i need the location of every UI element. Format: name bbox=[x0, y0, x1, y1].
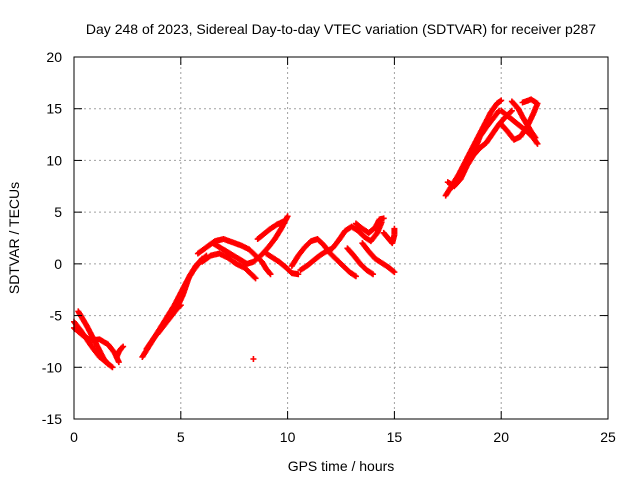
y-tick-label: 5 bbox=[54, 204, 62, 220]
series-middle-c bbox=[344, 245, 377, 278]
series-early-tail bbox=[113, 343, 127, 360]
y-tick-label: -15 bbox=[42, 411, 62, 427]
data-point bbox=[519, 99, 526, 106]
data-point bbox=[284, 213, 291, 220]
data-point bbox=[391, 269, 398, 276]
series-rise-c bbox=[154, 302, 184, 338]
y-tick-label: -5 bbox=[50, 308, 63, 324]
data-point bbox=[267, 271, 274, 278]
data-point bbox=[380, 215, 387, 222]
chart-title: Day 248 of 2023, Sidereal Day-to-day VTE… bbox=[86, 21, 596, 37]
series-middle-d bbox=[359, 240, 398, 276]
ticks-layer: 0 5 10 15 20 25 -15 -10 -5 0 5 10 15 20 bbox=[42, 49, 616, 445]
data-point bbox=[104, 360, 111, 367]
y-tick-label: 10 bbox=[46, 152, 62, 168]
data-point bbox=[266, 270, 273, 277]
data-point bbox=[115, 359, 122, 366]
data-point bbox=[534, 140, 541, 147]
data-point bbox=[498, 97, 505, 104]
data-point bbox=[250, 356, 257, 363]
x-tick-label: 20 bbox=[493, 429, 509, 445]
series-plateau-b bbox=[199, 250, 259, 282]
data-point bbox=[532, 134, 539, 141]
series-plateau-c bbox=[209, 213, 291, 267]
data-point bbox=[177, 302, 184, 309]
data-point bbox=[390, 268, 397, 275]
data-point bbox=[391, 225, 398, 232]
data-point bbox=[252, 275, 259, 282]
data-point bbox=[108, 363, 115, 370]
data-points-layer bbox=[71, 96, 541, 371]
x-tick-label: 10 bbox=[280, 429, 296, 445]
x-tick-label: 0 bbox=[70, 429, 78, 445]
y-tick-label: 0 bbox=[54, 256, 62, 272]
y-axis-label: SDTVAR / TECUs bbox=[6, 182, 22, 294]
data-point bbox=[119, 344, 126, 351]
y-tick-label: -10 bbox=[42, 359, 62, 375]
data-point bbox=[280, 218, 287, 225]
data-point bbox=[251, 274, 258, 281]
data-point bbox=[507, 108, 514, 115]
data-point bbox=[109, 364, 116, 371]
x-axis-label: GPS time / hours bbox=[288, 458, 395, 474]
data-point bbox=[120, 343, 127, 350]
series-early-descent-c bbox=[71, 324, 122, 366]
series-middle-b bbox=[297, 219, 385, 274]
data-point bbox=[508, 107, 515, 114]
y-tick-label: 15 bbox=[46, 101, 62, 117]
data-point bbox=[352, 273, 359, 280]
series-plateau-e bbox=[263, 250, 302, 278]
axes-layer bbox=[73, 56, 609, 420]
series-late-f bbox=[498, 96, 541, 143]
x-tick-label: 5 bbox=[177, 429, 185, 445]
data-point bbox=[295, 271, 302, 278]
data-point bbox=[105, 361, 112, 368]
data-point bbox=[370, 271, 377, 278]
plot-frame bbox=[73, 56, 609, 420]
series-middle-f bbox=[380, 225, 398, 247]
y-tick-label: 20 bbox=[46, 49, 62, 65]
x-tick-label: 15 bbox=[387, 429, 403, 445]
series-isolated bbox=[250, 356, 257, 363]
data-point bbox=[176, 303, 183, 310]
series-plateau-d bbox=[254, 218, 287, 243]
series-middle-e bbox=[352, 215, 387, 236]
x-tick-label: 25 bbox=[600, 429, 616, 445]
